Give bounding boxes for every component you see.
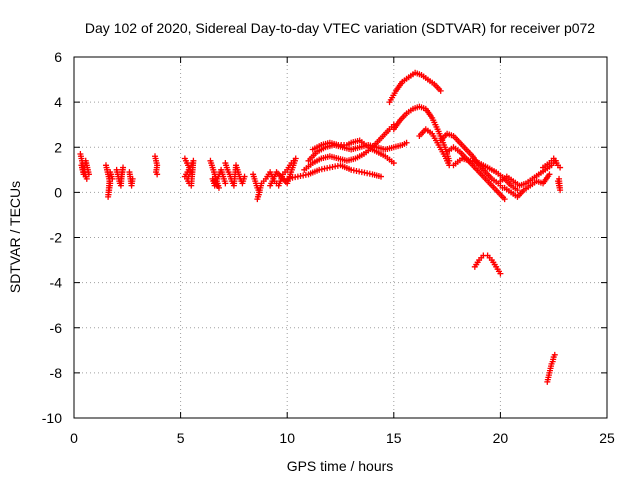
x-tick-label: 10 — [279, 430, 295, 446]
data-point — [403, 139, 410, 146]
data-point — [437, 87, 444, 94]
x-axis-label: GPS time / hours — [287, 458, 394, 474]
x-tick-label: 20 — [493, 430, 509, 446]
y-tick-label: -2 — [50, 230, 63, 246]
data-point — [546, 171, 553, 178]
y-tick-label: -10 — [42, 410, 62, 426]
data-point — [557, 164, 564, 171]
y-tick-label: -4 — [50, 275, 63, 291]
data-point — [109, 175, 116, 182]
chart-title: Day 102 of 2020, Sidereal Day-to-day VTE… — [85, 20, 595, 36]
data-point — [222, 180, 229, 187]
data-point — [514, 187, 521, 194]
data-point — [241, 173, 248, 180]
data-points — [77, 69, 564, 385]
data-point — [551, 351, 558, 358]
axis-ticks — [73, 56, 608, 419]
data-point — [556, 175, 563, 182]
data-point — [501, 196, 508, 203]
y-tick-label: 4 — [54, 94, 62, 110]
y-tick-label: 6 — [54, 49, 62, 65]
data-point — [497, 270, 504, 277]
x-tick-label: 5 — [177, 430, 185, 446]
y-tick-label: 0 — [54, 184, 62, 200]
data-point — [378, 173, 385, 180]
data-point — [154, 171, 161, 178]
data-point — [390, 160, 397, 167]
y-axis-label: SDTVAR / TECUs — [7, 181, 23, 293]
data-point — [267, 182, 274, 189]
x-tick-labels: 0 5 10 15 20 25 — [70, 430, 615, 446]
plot-frame — [73, 56, 608, 419]
data-point — [129, 175, 136, 182]
grid-lines — [74, 57, 607, 418]
x-tick-label: 15 — [386, 430, 402, 446]
y-tick-label: -6 — [50, 320, 63, 336]
y-tick-label: -8 — [50, 365, 63, 381]
y-tick-label: 2 — [54, 139, 62, 155]
data-point — [85, 171, 92, 178]
data-point — [117, 175, 124, 182]
data-point — [181, 173, 188, 180]
x-tick-label: 25 — [599, 430, 615, 446]
x-tick-label: 0 — [70, 430, 78, 446]
y-tick-labels: -10 -8 -6 -4 -2 0 2 4 6 — [42, 49, 62, 426]
